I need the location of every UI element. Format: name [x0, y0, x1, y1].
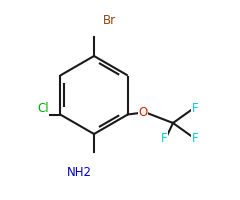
Text: O: O	[138, 106, 148, 119]
Text: NH2: NH2	[66, 166, 91, 180]
Text: Br: Br	[102, 15, 116, 27]
Text: F: F	[192, 102, 198, 116]
Text: F: F	[161, 132, 167, 144]
Text: Cl: Cl	[37, 102, 49, 116]
Text: F: F	[192, 132, 198, 144]
